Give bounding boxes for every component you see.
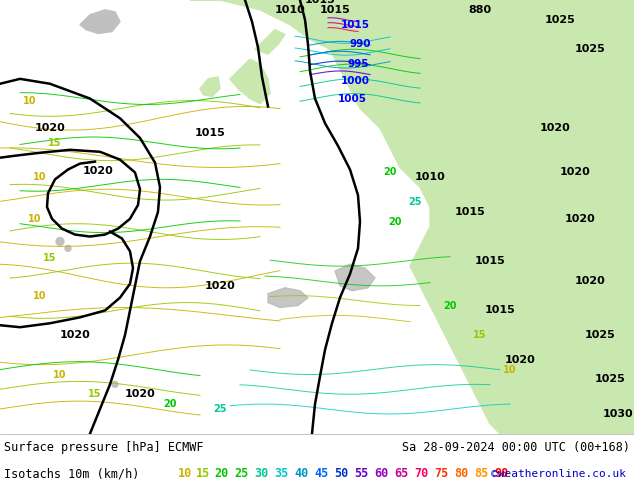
Text: 1015: 1015 <box>340 20 370 29</box>
Text: Surface pressure [hPa] ECMWF: Surface pressure [hPa] ECMWF <box>4 441 204 454</box>
Text: 20: 20 <box>163 399 177 409</box>
Text: 25: 25 <box>408 197 422 207</box>
Text: 15: 15 <box>196 467 210 480</box>
Text: 80: 80 <box>454 467 469 480</box>
Text: 15: 15 <box>88 389 101 399</box>
Text: 1015: 1015 <box>455 207 486 217</box>
Text: 880: 880 <box>469 5 491 15</box>
Text: 10: 10 <box>53 369 67 380</box>
Polygon shape <box>200 77 220 97</box>
Text: 25: 25 <box>234 467 249 480</box>
Text: 1020: 1020 <box>574 276 605 286</box>
Text: 55: 55 <box>354 467 368 480</box>
Text: 1010: 1010 <box>415 172 445 182</box>
Text: 60: 60 <box>374 467 388 480</box>
Text: 15: 15 <box>473 330 487 340</box>
Polygon shape <box>380 0 460 84</box>
Text: 20: 20 <box>443 300 456 311</box>
Text: 20: 20 <box>388 217 402 227</box>
Text: 1020: 1020 <box>505 355 535 365</box>
Text: 1015: 1015 <box>484 305 515 316</box>
Text: 40: 40 <box>294 467 308 480</box>
Text: 45: 45 <box>314 467 328 480</box>
Text: 1020: 1020 <box>205 281 235 291</box>
Text: 1020: 1020 <box>35 123 65 133</box>
Text: 10: 10 <box>23 96 37 105</box>
Text: 1025: 1025 <box>545 15 576 24</box>
Text: 10: 10 <box>33 291 47 301</box>
Text: 35: 35 <box>274 467 288 480</box>
Text: 1015: 1015 <box>195 128 225 138</box>
Text: 85: 85 <box>474 467 488 480</box>
Text: 10: 10 <box>503 365 517 374</box>
Circle shape <box>56 238 64 245</box>
Text: 1020: 1020 <box>60 330 91 340</box>
Text: 1020: 1020 <box>560 168 590 177</box>
Circle shape <box>112 381 118 387</box>
Text: Isotachs 10m (km/h): Isotachs 10m (km/h) <box>4 467 139 480</box>
Circle shape <box>65 245 71 251</box>
Text: 25: 25 <box>213 404 227 414</box>
Text: 1000: 1000 <box>340 76 370 86</box>
Polygon shape <box>190 0 634 434</box>
Text: 1020: 1020 <box>125 389 155 399</box>
Text: ©weatheronline.co.uk: ©weatheronline.co.uk <box>491 469 626 479</box>
Text: 15: 15 <box>48 138 61 148</box>
Text: 1010: 1010 <box>275 5 306 15</box>
Text: 1030: 1030 <box>603 409 633 419</box>
Text: 1025: 1025 <box>595 374 625 385</box>
Text: 90: 90 <box>494 467 508 480</box>
Text: 70: 70 <box>414 467 428 480</box>
Text: 1015: 1015 <box>320 5 351 15</box>
Text: 10: 10 <box>178 467 192 480</box>
Text: 1025: 1025 <box>574 44 605 54</box>
Text: 10: 10 <box>29 214 42 224</box>
Text: 10: 10 <box>33 172 47 182</box>
Polygon shape <box>230 59 270 103</box>
Text: 1020: 1020 <box>82 167 113 176</box>
Text: 995: 995 <box>347 59 369 69</box>
Polygon shape <box>255 29 285 54</box>
Text: 20: 20 <box>383 168 397 177</box>
Text: 1015: 1015 <box>304 0 335 5</box>
Text: 30: 30 <box>254 467 268 480</box>
Text: 65: 65 <box>394 467 408 480</box>
Polygon shape <box>80 10 120 33</box>
Text: Sa 28-09-2024 00:00 UTC (00+168): Sa 28-09-2024 00:00 UTC (00+168) <box>402 441 630 454</box>
Polygon shape <box>335 264 375 291</box>
Text: 1025: 1025 <box>585 330 616 340</box>
Text: 20: 20 <box>214 467 228 480</box>
Text: 15: 15 <box>43 253 57 263</box>
Polygon shape <box>268 288 308 308</box>
Text: 990: 990 <box>349 39 371 49</box>
Text: 75: 75 <box>434 467 448 480</box>
Text: 1005: 1005 <box>337 94 366 103</box>
Text: 1015: 1015 <box>475 256 505 266</box>
Text: 1020: 1020 <box>540 123 571 133</box>
Text: 50: 50 <box>334 467 348 480</box>
Text: 1020: 1020 <box>565 214 595 224</box>
